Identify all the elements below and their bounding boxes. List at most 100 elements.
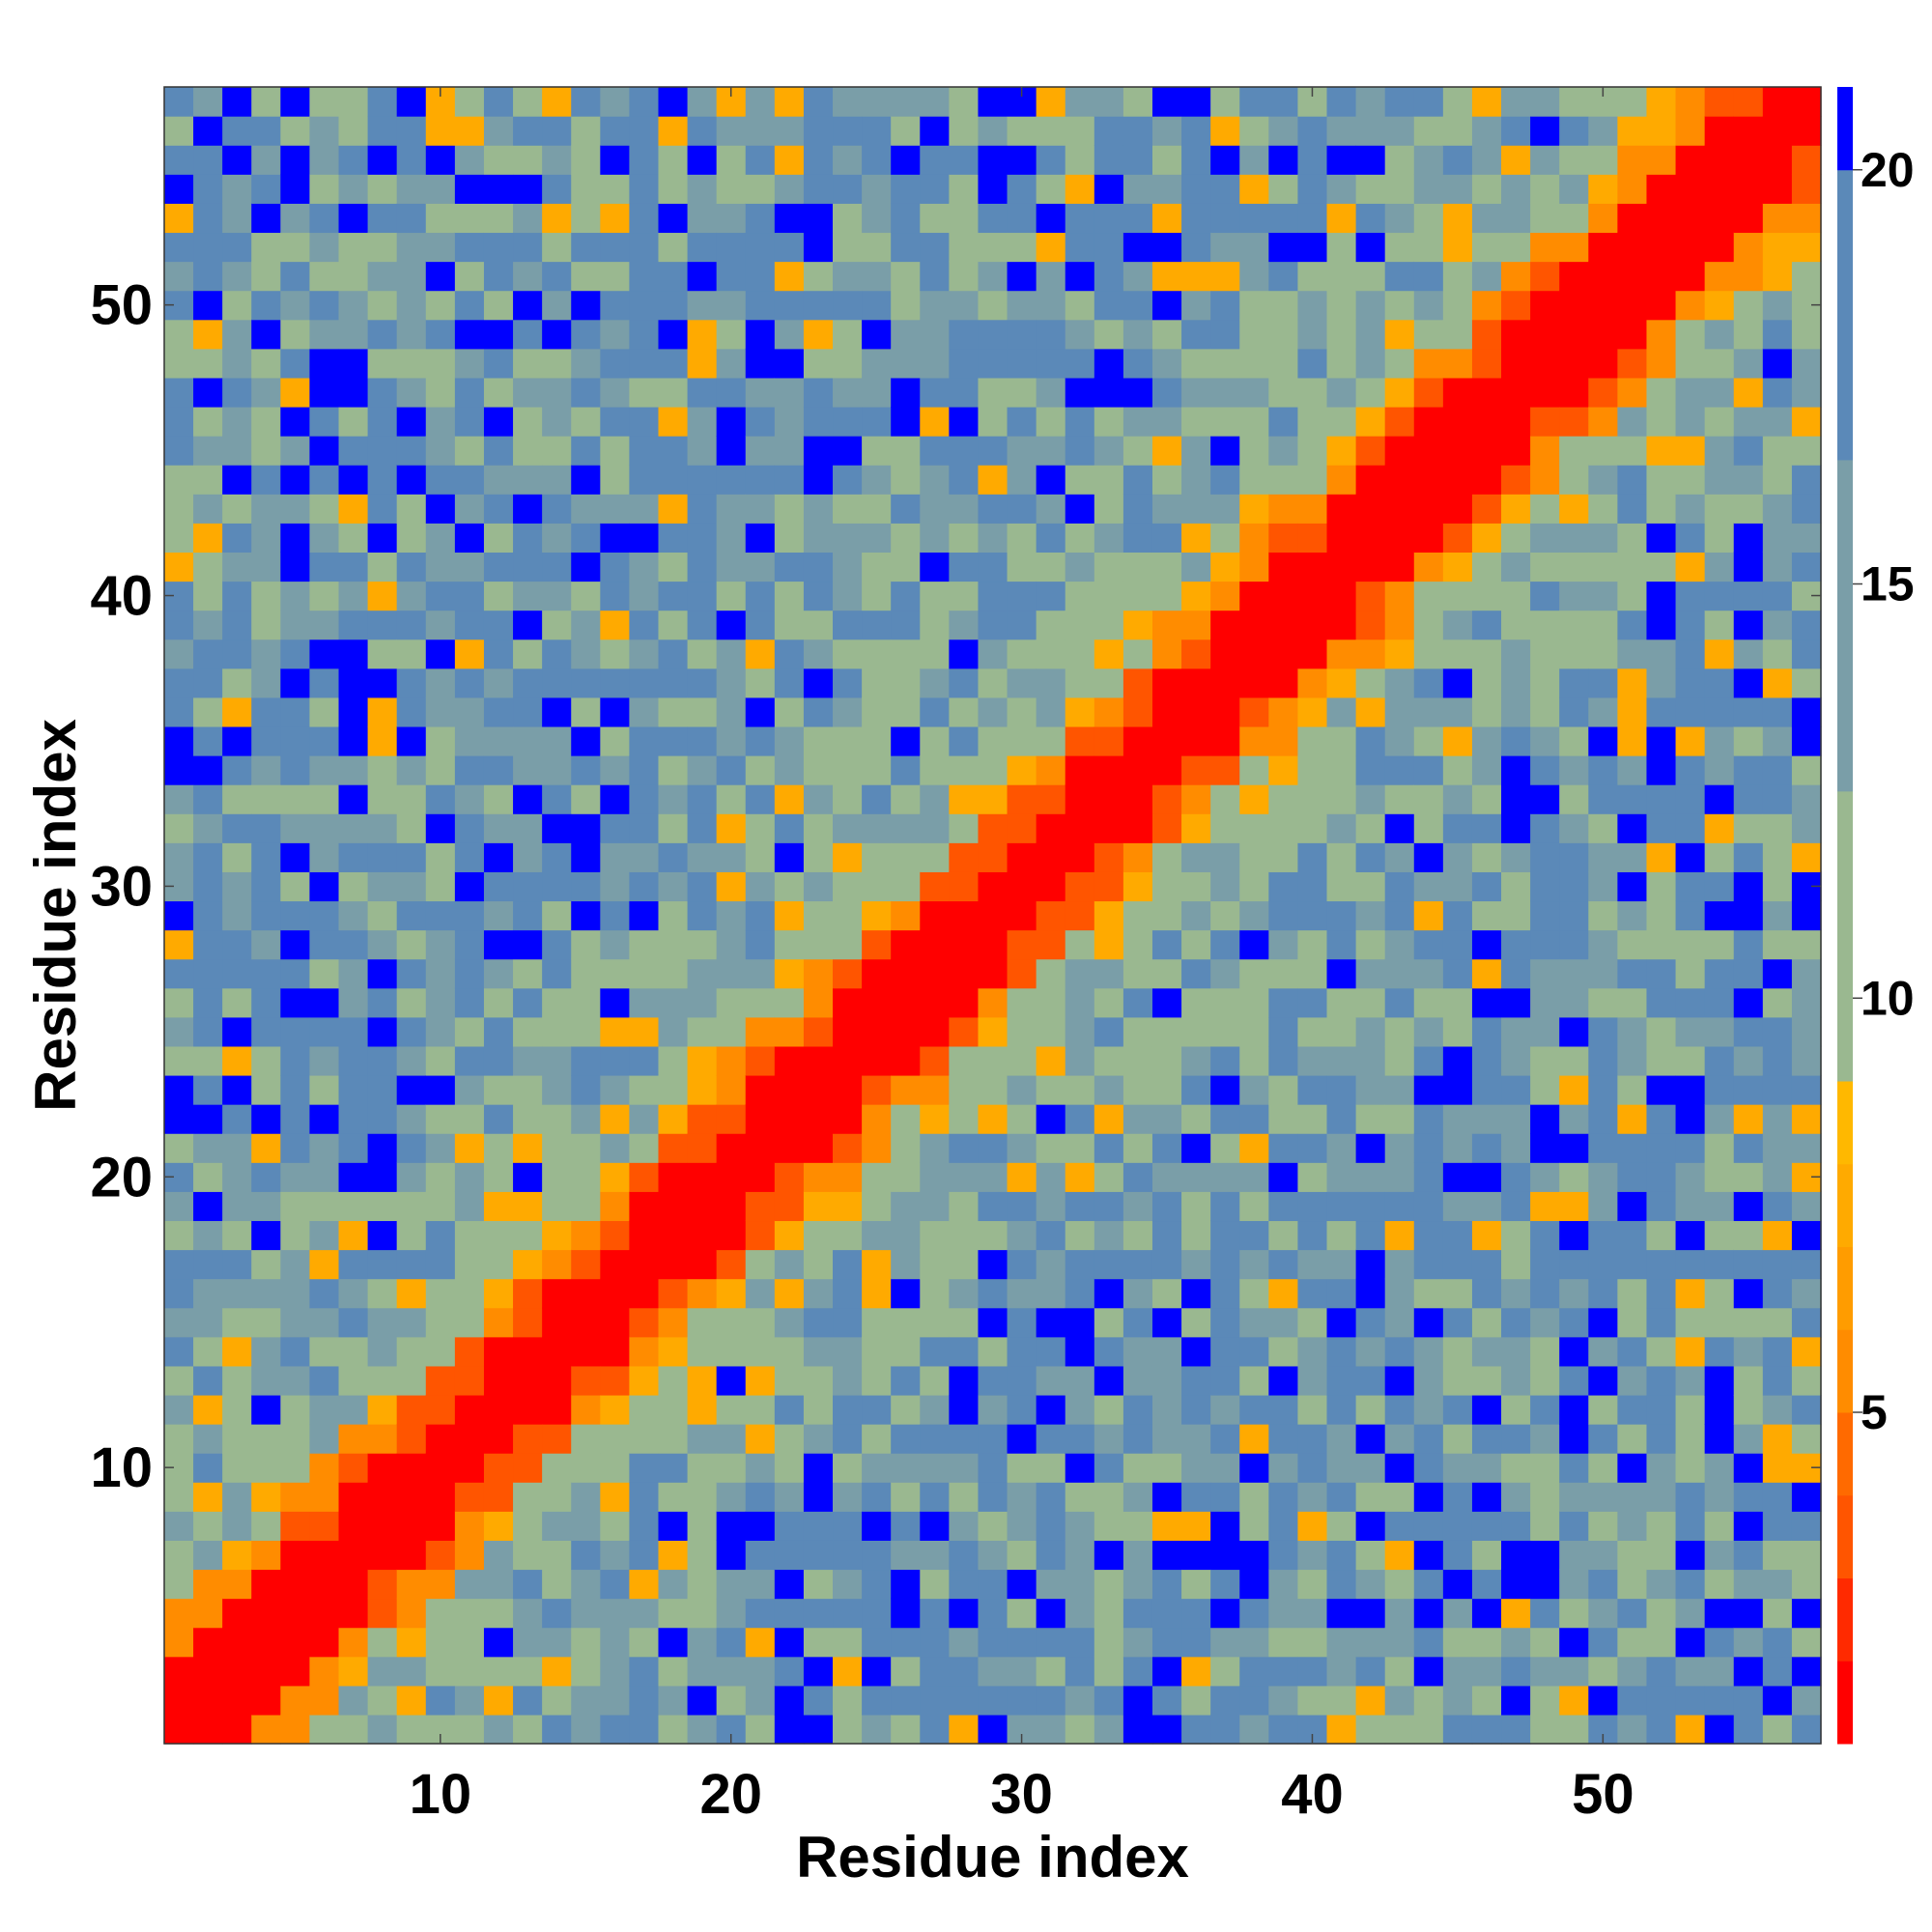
heatmap-cell	[833, 1685, 863, 1716]
heatmap-cell	[571, 1482, 601, 1512]
heatmap-cell	[1355, 552, 1386, 582]
heatmap-cell	[513, 1249, 543, 1280]
heatmap-cell	[513, 784, 543, 814]
heatmap-cell	[164, 1569, 194, 1600]
heatmap-cell	[803, 1453, 834, 1483]
heatmap-cell	[309, 1453, 340, 1483]
heatmap-cell	[862, 1365, 892, 1396]
heatmap-cell	[1151, 1162, 1182, 1192]
heatmap-cell	[1530, 1482, 1560, 1512]
heatmap-cell	[716, 1424, 747, 1454]
heatmap-cell	[1413, 1074, 1444, 1105]
heatmap-cell	[1442, 1104, 1473, 1134]
heatmap-cell	[164, 1278, 194, 1309]
heatmap-cell	[396, 1365, 427, 1396]
heatmap-cell	[1704, 377, 1735, 408]
heatmap-cell	[1036, 1540, 1066, 1571]
heatmap-cell	[1762, 232, 1793, 263]
heatmap-cell	[978, 871, 1009, 902]
heatmap-cell	[1355, 842, 1386, 872]
heatmap-cell	[803, 929, 834, 960]
heatmap-cell	[454, 1424, 485, 1454]
heatmap-cell	[1588, 1104, 1618, 1134]
heatmap-cell	[1442, 784, 1473, 814]
heatmap-cell	[425, 900, 456, 931]
heatmap-cell	[193, 1045, 223, 1076]
heatmap-cell	[949, 987, 980, 1018]
heatmap-cell	[1181, 1191, 1211, 1222]
heatmap-cell	[309, 494, 340, 524]
heatmap-cell	[1122, 436, 1153, 466]
heatmap-cell	[454, 1045, 485, 1076]
heatmap-cell	[687, 1714, 718, 1745]
heatmap-cell	[571, 290, 601, 321]
heatmap-cell	[425, 290, 456, 321]
heatmap-cell	[1297, 1540, 1328, 1571]
heatmap-cell	[309, 1656, 340, 1687]
heatmap-cell	[833, 1424, 863, 1454]
heatmap-cell	[1326, 1249, 1357, 1280]
heatmap-cell	[338, 813, 369, 843]
heatmap-cell	[309, 1569, 340, 1600]
heatmap-cell	[1588, 725, 1618, 756]
heatmap-cell	[571, 319, 601, 350]
heatmap-cell	[1355, 1424, 1386, 1454]
heatmap-cell	[1646, 1569, 1677, 1600]
heatmap-cell	[803, 1511, 834, 1541]
heatmap-cell	[949, 1104, 980, 1134]
heatmap-cell	[978, 1220, 1009, 1251]
heatmap-cell	[542, 319, 572, 350]
heatmap-cell	[1268, 725, 1299, 756]
heatmap-cell	[833, 1249, 863, 1280]
heatmap-cell	[1413, 639, 1444, 669]
heatmap-cell	[745, 348, 776, 379]
heatmap-cell	[1791, 87, 1822, 117]
heatmap-cell	[833, 116, 863, 146]
heatmap-cell	[396, 87, 427, 117]
heatmap-cell	[658, 116, 689, 146]
heatmap-cell	[542, 1104, 572, 1134]
heatmap-cell	[1791, 1540, 1822, 1571]
heatmap-cell	[687, 1540, 718, 1571]
heatmap-cell	[367, 1540, 398, 1571]
heatmap-cell	[1384, 900, 1415, 931]
heatmap-cell	[1094, 1482, 1124, 1512]
heatmap-cell	[571, 1191, 601, 1222]
heatmap-cell	[1646, 1249, 1677, 1280]
heatmap-cell	[1588, 523, 1618, 554]
heatmap-cell	[1762, 1104, 1793, 1134]
heatmap-cell	[949, 1074, 980, 1105]
heatmap-cell	[1065, 784, 1095, 814]
heatmap-cell	[1675, 1511, 1706, 1541]
heatmap-cell	[1530, 1336, 1560, 1367]
heatmap-cell	[425, 842, 456, 872]
heatmap-cell	[571, 958, 601, 989]
heatmap-cell	[1210, 1540, 1240, 1571]
heatmap-cell	[164, 1191, 194, 1222]
heatmap-cell	[309, 145, 340, 175]
heatmap-cell	[1181, 377, 1211, 408]
heatmap-cell	[891, 1569, 921, 1600]
heatmap-cell	[425, 1220, 456, 1251]
heatmap-cell	[1151, 465, 1182, 495]
heatmap-cell	[629, 145, 660, 175]
heatmap-cell	[1675, 1365, 1706, 1396]
heatmap-cell	[1094, 1569, 1124, 1600]
heatmap-cell	[542, 784, 572, 814]
heatmap-cell	[1181, 1220, 1211, 1251]
heatmap-cell	[920, 987, 950, 1018]
heatmap-cell	[454, 1336, 485, 1367]
heatmap-cell	[1297, 1685, 1328, 1716]
heatmap-cell	[978, 377, 1009, 408]
heatmap-cell	[920, 1220, 950, 1251]
heatmap-cell	[1326, 1424, 1357, 1454]
heatmap-cell	[1122, 552, 1153, 582]
heatmap-cell	[571, 1220, 601, 1251]
heatmap-cell	[629, 1365, 660, 1396]
heatmap-cell	[978, 725, 1009, 756]
heatmap-cell	[716, 668, 747, 698]
heatmap-cell	[396, 1540, 427, 1571]
heatmap-cell	[1007, 696, 1037, 727]
heatmap-cell	[1791, 1685, 1822, 1716]
